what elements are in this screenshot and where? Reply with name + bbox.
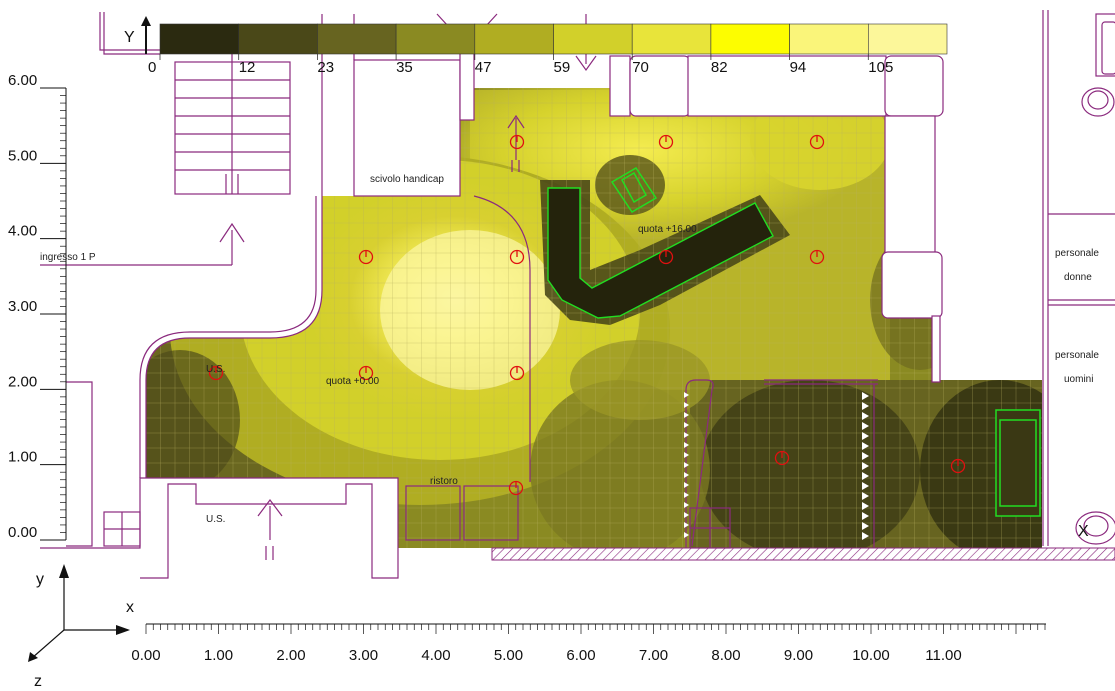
x-tick-label: 11.00 xyxy=(925,647,961,664)
corner-x-label: X xyxy=(1078,523,1089,540)
stair-triangle xyxy=(862,502,869,510)
label-personale-donne-2: donne xyxy=(1064,272,1092,283)
label-personale-uomini-2: uomini xyxy=(1064,374,1093,385)
stair-triangle xyxy=(862,392,869,400)
stair-triangle xyxy=(684,512,689,518)
illuminance-legend: 0 12 23 35 47 59 70 82 94 105 xyxy=(148,23,948,76)
legend-tick-label: 35 xyxy=(396,59,413,76)
stair-triangle xyxy=(862,402,869,410)
label-ingresso: ingresso 1 P xyxy=(40,252,96,263)
axis-icon-x-label: x xyxy=(126,599,134,616)
legend-tick-label: 70 xyxy=(632,59,649,76)
label-personale-uomini-1: personale xyxy=(1055,350,1099,361)
legend-swatch xyxy=(553,23,633,55)
y-tick-label: 5.00 xyxy=(8,147,37,164)
stair-triangle xyxy=(684,402,689,408)
legend-swatch xyxy=(395,23,476,55)
legend-swatch xyxy=(710,23,790,55)
x-tick-label: 8.00 xyxy=(711,647,740,664)
legend-tick-label: 94 xyxy=(790,59,807,76)
legend-swatch xyxy=(474,23,554,55)
legend-tick-label: 0 xyxy=(148,59,156,76)
label-quota-high: quota +16.00 xyxy=(638,224,697,235)
label-scivolo: scivolo handicap xyxy=(370,174,444,185)
axis-icon-y-label: y xyxy=(36,571,44,588)
stair-triangle xyxy=(862,412,869,420)
x-tick-label: 0.00 xyxy=(131,647,160,664)
stair-triangle xyxy=(862,442,869,450)
stair-triangle xyxy=(862,482,869,490)
stair-triangle xyxy=(862,472,869,480)
stair-triangle xyxy=(684,432,689,438)
stair-markers xyxy=(862,392,869,540)
axes-icon: y x z xyxy=(28,564,134,690)
stair-triangle xyxy=(684,392,689,398)
label-personale-donne-1: personale xyxy=(1055,248,1099,259)
legend-tick-label: 47 xyxy=(475,59,492,76)
legend-swatch xyxy=(238,23,318,55)
legend-tick-label: 82 xyxy=(711,59,728,76)
stair-triangle xyxy=(862,432,869,440)
x-tick-label: 5.00 xyxy=(494,647,523,664)
label-quota-low: quota +0.00 xyxy=(326,376,380,387)
x-axis-ruler: 0.00 1.00 2.00 3.00 4.00 5.00 6.00 7.00 8.00 9.00… xyxy=(131,623,1046,664)
stair-triangle xyxy=(684,412,689,418)
stair-triangle xyxy=(862,512,869,520)
legend-swatch xyxy=(159,23,239,55)
legend-tick-label: 23 xyxy=(317,59,334,76)
legend-tick-label: 105 xyxy=(868,59,893,76)
x-tick-label: 3.00 xyxy=(349,647,378,664)
stair-triangle xyxy=(684,482,689,488)
legend-swatch xyxy=(631,23,712,55)
stair-triangle xyxy=(684,422,689,428)
label-ristoro: ristoro xyxy=(430,476,458,487)
legend-tick-label: 12 xyxy=(239,59,256,76)
y-axis: 6.00 5.00 4.00 3.00 2.00 1.00 0.00 xyxy=(8,72,67,541)
stair-triangle xyxy=(862,492,869,500)
x-tick-label: 1.00 xyxy=(204,647,233,664)
axis-icon-z-label: z xyxy=(34,673,42,690)
tilted-box xyxy=(610,166,658,214)
stair-triangle xyxy=(684,442,689,448)
stair-triangle xyxy=(684,452,689,458)
x-tick-label: 6.00 xyxy=(566,647,595,664)
legend-tick-label: 59 xyxy=(554,59,571,76)
x-tick-label: 2.00 xyxy=(276,647,305,664)
x-tick-label: 10.00 xyxy=(852,647,890,664)
stair-triangle xyxy=(862,452,869,460)
y-tick-label: 2.00 xyxy=(8,373,37,390)
label-us-upper: U.S. xyxy=(206,364,225,375)
stair-triangle xyxy=(684,462,689,468)
x-tick-label: 9.00 xyxy=(784,647,813,664)
legend-axis-letter: Y xyxy=(124,29,135,46)
stair-markers-left xyxy=(684,392,689,538)
legend-swatch xyxy=(867,23,948,55)
stair-triangle xyxy=(862,462,869,470)
legend-swatch xyxy=(317,23,397,55)
label-us-lower: U.S. xyxy=(206,514,225,525)
y-tick-label: 6.00 xyxy=(8,72,37,89)
legend-swatch xyxy=(789,23,869,55)
stair-triangle xyxy=(862,522,869,530)
x-tick-label: 7.00 xyxy=(639,647,668,664)
x-tick-label: 4.00 xyxy=(421,647,450,664)
stair-triangle xyxy=(684,502,689,508)
stair-triangle xyxy=(684,472,689,478)
tilted-box-inner xyxy=(620,171,648,204)
stair-triangle xyxy=(862,532,869,540)
luminaires xyxy=(208,134,966,496)
stair-triangle xyxy=(684,492,689,498)
y-tick-label: 0.00 xyxy=(8,524,37,541)
y-tick-label: 1.00 xyxy=(8,449,37,466)
stair-triangle xyxy=(862,422,869,430)
stair-triangle xyxy=(684,532,689,538)
building-walls xyxy=(40,10,1115,579)
y-tick-label: 4.00 xyxy=(8,223,37,240)
stair-triangle xyxy=(684,522,689,528)
y-tick-label: 3.00 xyxy=(8,298,37,315)
